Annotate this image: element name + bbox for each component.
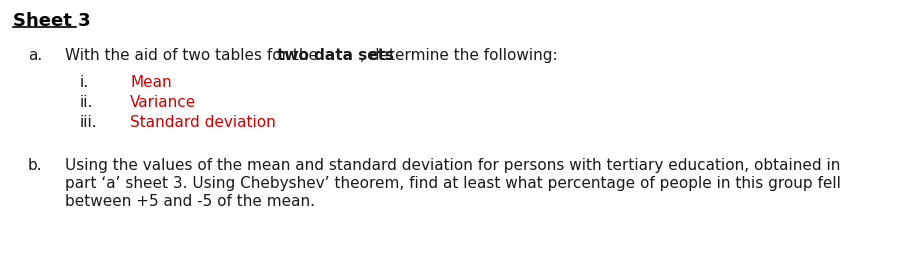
Text: Variance: Variance	[130, 95, 197, 110]
Text: a.: a.	[28, 48, 42, 63]
Text: Sheet 3: Sheet 3	[13, 12, 90, 30]
Text: ii.: ii.	[80, 95, 94, 110]
Text: With the aid of two tables for the: With the aid of two tables for the	[65, 48, 323, 63]
Text: part ‘a’ sheet 3. Using Chebyshev’ theorem, find at least what percentage of peo: part ‘a’ sheet 3. Using Chebyshev’ theor…	[65, 176, 841, 191]
Text: Mean: Mean	[130, 75, 171, 90]
Text: Standard deviation: Standard deviation	[130, 115, 276, 130]
Text: two data sets: two data sets	[277, 48, 394, 63]
Text: between +5 and -5 of the mean.: between +5 and -5 of the mean.	[65, 194, 315, 209]
Text: i.: i.	[80, 75, 89, 90]
Text: b.: b.	[28, 158, 42, 173]
Text: Using the values of the mean and standard deviation for persons with tertiary ed: Using the values of the mean and standar…	[65, 158, 841, 173]
Text: iii.: iii.	[80, 115, 97, 130]
Text: , determine the following:: , determine the following:	[360, 48, 557, 63]
